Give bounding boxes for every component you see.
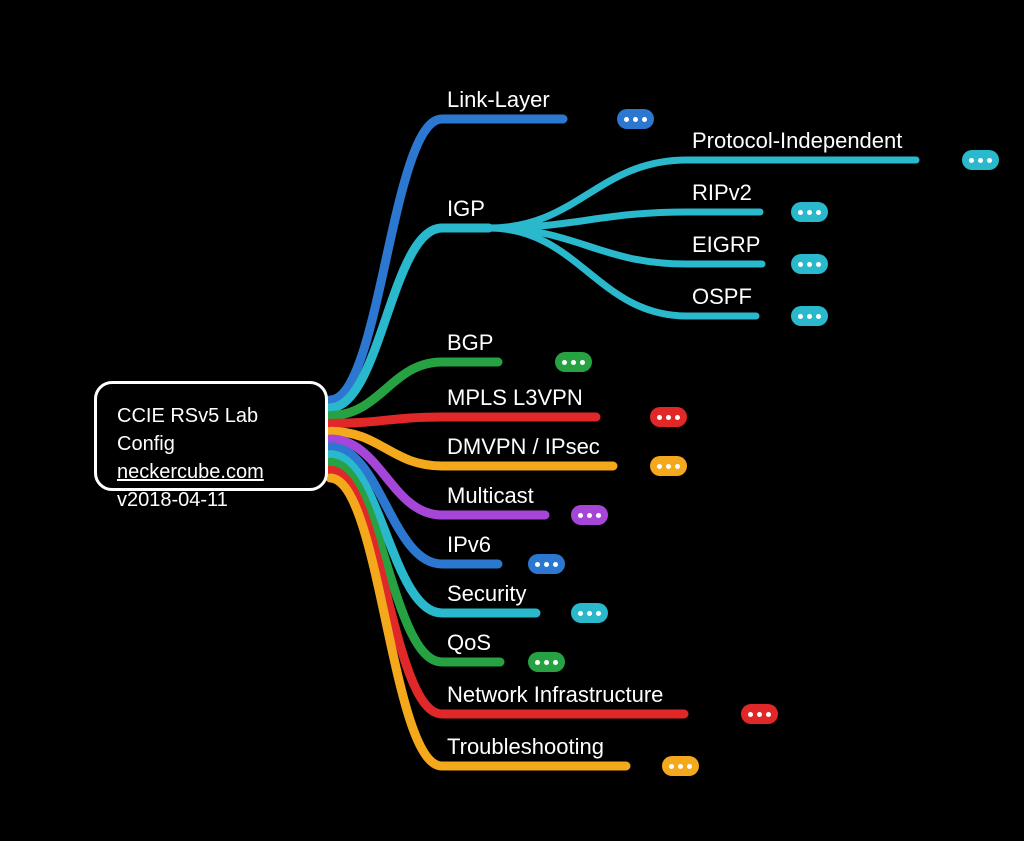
- netinfra-expand-icon[interactable]: [741, 704, 778, 724]
- root-version: v2018-04-11: [117, 486, 305, 514]
- ospf-label[interactable]: OSPF: [692, 284, 752, 310]
- mindmap-stage: CCIE RSv5 Lab Config neckercube.com v201…: [0, 0, 1024, 841]
- security-expand-icon[interactable]: [571, 603, 608, 623]
- qos-expand-icon[interactable]: [528, 652, 565, 672]
- root-node[interactable]: CCIE RSv5 Lab Config neckercube.com v201…: [94, 381, 328, 491]
- link_layer-expand-icon[interactable]: [617, 109, 654, 129]
- mpls-label[interactable]: MPLS L3VPN: [447, 385, 583, 411]
- bgp-label[interactable]: BGP: [447, 330, 493, 356]
- multicast-expand-icon[interactable]: [571, 505, 608, 525]
- ipv6-expand-icon[interactable]: [528, 554, 565, 574]
- dmvpn-expand-icon[interactable]: [650, 456, 687, 476]
- ipv6-label[interactable]: IPv6: [447, 532, 491, 558]
- proto_ind-label[interactable]: Protocol-Independent: [692, 128, 902, 154]
- ripv2-label[interactable]: RIPv2: [692, 180, 752, 206]
- ospf-expand-icon[interactable]: [791, 306, 828, 326]
- qos-label[interactable]: QoS: [447, 630, 491, 656]
- trouble-label[interactable]: Troubleshooting: [447, 734, 604, 760]
- proto_ind-expand-icon[interactable]: [962, 150, 999, 170]
- mpls-expand-icon[interactable]: [650, 407, 687, 427]
- dmvpn-label[interactable]: DMVPN / IPsec: [447, 434, 600, 460]
- link_layer-label[interactable]: Link-Layer: [447, 87, 550, 113]
- netinfra-label[interactable]: Network Infrastructure: [447, 682, 663, 708]
- bgp-expand-icon[interactable]: [555, 352, 592, 372]
- igp-label[interactable]: IGP: [447, 196, 485, 222]
- multicast-label[interactable]: Multicast: [447, 483, 534, 509]
- root-title: CCIE RSv5 Lab Config: [117, 402, 305, 458]
- root-link[interactable]: neckercube.com: [117, 458, 305, 486]
- ripv2-expand-icon[interactable]: [791, 202, 828, 222]
- eigrp-expand-icon[interactable]: [791, 254, 828, 274]
- trouble-expand-icon[interactable]: [662, 756, 699, 776]
- eigrp-label[interactable]: EIGRP: [692, 232, 760, 258]
- security-label[interactable]: Security: [447, 581, 526, 607]
